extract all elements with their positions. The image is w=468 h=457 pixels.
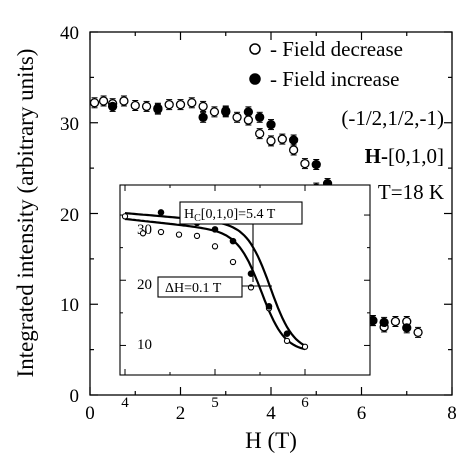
legend: - Field decrease - Field increase <box>249 37 403 91</box>
field-decrease-point <box>175 99 186 110</box>
inset-y-tick-label: 10 <box>137 337 152 353</box>
field-decrease-point <box>198 101 208 112</box>
x-tick-label: 6 <box>357 403 367 424</box>
reflection-label: (-1/2,1/2,-1) <box>341 106 444 130</box>
field-decrease-point <box>277 134 287 144</box>
inset-x-tick-label: 4 <box>121 395 129 411</box>
inset-x-tick-label: 6 <box>301 395 309 411</box>
legend-label-decrease: - Field decrease <box>270 37 403 61</box>
field-increase-point <box>221 107 231 117</box>
inset-filled-point <box>265 303 273 310</box>
y-tick-labels: 0 10 20 30 40 <box>60 23 79 407</box>
x-tick-label: 2 <box>176 403 186 424</box>
field-decrease-point <box>209 107 220 117</box>
field-increase-point <box>243 107 254 117</box>
field-increase-point <box>266 119 276 130</box>
main-ticks <box>89 31 453 396</box>
legend-label-increase: - Field increase <box>270 67 399 91</box>
hc-label-box <box>179 201 303 225</box>
annotation-block: (-1/2,1/2,-1) H-[0,1,0] T=18 K <box>341 106 444 204</box>
inset-filled-point <box>211 226 219 233</box>
x-axis-label: H (T) <box>245 428 297 453</box>
inset-open-point <box>157 228 165 236</box>
inset-filled-point <box>229 237 237 245</box>
dh-label-box <box>157 276 243 298</box>
inset-open-point <box>139 230 147 237</box>
inset-open-point <box>121 213 129 220</box>
inset-x-tick-label: 5 <box>211 395 219 411</box>
inset-filled-point <box>157 209 165 216</box>
inset-open-point <box>193 232 201 240</box>
y-tick-label: 20 <box>60 205 79 226</box>
field-increase-point <box>288 135 299 145</box>
field-decrease-point <box>255 128 265 139</box>
inset-filled-point <box>247 270 255 278</box>
field-decrease-point <box>266 136 276 146</box>
x-tick-label: 4 <box>266 403 276 424</box>
hc-label: HC[0,1,0]=5.4 T <box>184 207 276 224</box>
field-decrease-point <box>243 115 254 125</box>
field-decrease-point <box>413 327 423 338</box>
x-tick-label: 0 <box>85 403 95 424</box>
field-decrease-point <box>232 112 242 122</box>
inset-filled-point <box>283 330 291 338</box>
field-decrease-point <box>164 99 174 110</box>
legend-filled-marker <box>249 73 261 85</box>
dh-label: ΔH=0.1 T <box>165 281 222 296</box>
field-decrease-point <box>300 158 310 169</box>
x-tick-labels: 0 2 4 6 8 <box>85 403 457 424</box>
inset-ticks <box>120 185 370 375</box>
field-decrease-point <box>98 96 109 106</box>
inset-open-point <box>229 258 237 266</box>
field-increase-point <box>255 112 265 122</box>
field-increase-point <box>107 101 118 112</box>
inset-open-point <box>283 337 291 345</box>
y-tick-label: 30 <box>60 114 79 135</box>
field-direction-label: H-[0,1,0] <box>365 144 444 168</box>
field-decrease-point <box>288 145 299 155</box>
inset-open-point <box>301 343 309 350</box>
field-decrease-point <box>141 101 152 112</box>
y-tick-label: 0 <box>70 386 80 407</box>
field-decrease-point <box>119 96 129 106</box>
x-tick-label: 8 <box>447 403 457 424</box>
field-increase-point <box>311 159 321 170</box>
inset-y-tick-label: 20 <box>137 277 152 293</box>
y-tick-label: 10 <box>60 295 79 316</box>
field-increase-point <box>153 103 163 113</box>
inset-open-point <box>211 243 219 250</box>
y-axis-label: Integrated intensity (arbitrary units) <box>13 49 38 378</box>
field-decrease-point <box>89 98 100 108</box>
field-increase-point <box>379 317 389 328</box>
temperature-label: T=18 K <box>378 180 444 204</box>
field-increase-point <box>402 323 412 333</box>
field-decrease-point <box>130 100 140 111</box>
field-increase-point <box>198 112 208 122</box>
inset-open-point <box>175 231 183 238</box>
field-decrease-point <box>390 316 401 327</box>
y-tick-label: 40 <box>60 23 79 44</box>
field-decrease-point <box>187 98 197 108</box>
inset-x-tick-labels: 4 5 6 <box>121 395 309 411</box>
legend-open-marker <box>249 43 261 55</box>
